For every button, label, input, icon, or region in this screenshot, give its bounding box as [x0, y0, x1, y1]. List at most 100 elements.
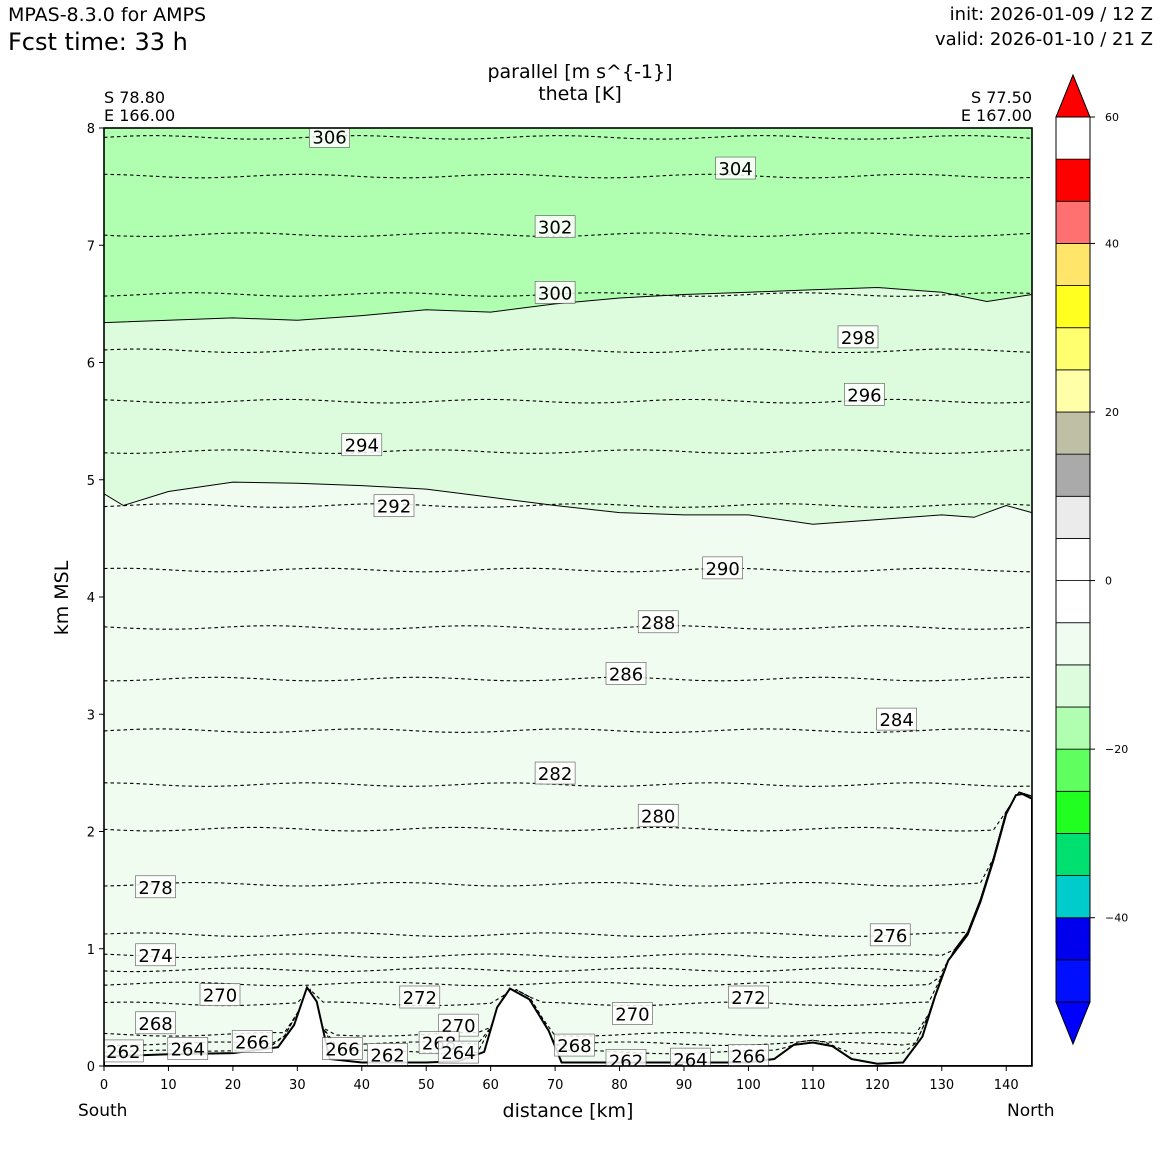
right-latitude: S 77.50 — [970, 88, 1032, 107]
colorbar-band-25 — [1055, 327, 1091, 371]
x-tick-label-140: 140 — [994, 1078, 1019, 1093]
colorbar-band-45 — [1055, 158, 1091, 202]
colorbar-band--20 — [1055, 706, 1091, 750]
colorbar-tick-label-2: 0 — [1105, 575, 1112, 588]
theta-contour-272 — [104, 791, 1032, 973]
contour-label-294-6: 294 — [345, 436, 379, 457]
contour-label-box-13 — [637, 803, 679, 827]
colorbar-band--25 — [1055, 748, 1091, 792]
contour-label-box-8 — [702, 556, 743, 580]
colorbar-band--15 — [1055, 664, 1091, 708]
contour-label-box-18 — [728, 985, 769, 1009]
theta-contour-282 — [104, 782, 1032, 787]
colorbar-over-arrow — [1055, 73, 1091, 118]
colorbar-band-20 — [1055, 369, 1091, 413]
theta-contour-286 — [104, 676, 1032, 682]
theta-contour-298 — [104, 348, 1032, 354]
contour-label-290-8: 290 — [705, 559, 739, 580]
x-tick-label-110: 110 — [800, 1078, 825, 1093]
contour-label-298-4: 298 — [841, 328, 875, 349]
x-tick-label-70: 70 — [547, 1078, 564, 1093]
shading-contour-0 — [104, 286, 1032, 324]
theta-contour-266 — [104, 791, 1032, 1037]
contour-label-box-29 — [438, 1040, 479, 1064]
colorbar-band-35 — [1055, 243, 1091, 286]
left-endpoint-coords: S 78.80 E 166.00 — [104, 89, 175, 125]
colorbar-band-30 — [1055, 285, 1091, 329]
contour-label-box-14 — [135, 875, 176, 899]
contour-label-266-25: 266 — [235, 1033, 269, 1054]
theta-contour-270 — [104, 791, 1032, 987]
theta-contour-304 — [104, 173, 1032, 179]
contour-label-302-2: 302 — [538, 218, 572, 239]
contour-label-box-19 — [199, 983, 241, 1006]
contour-label-270-19: 270 — [203, 986, 237, 1007]
contour-label-262-32: 262 — [370, 1045, 404, 1066]
y-tick-label-0: 0 — [87, 1060, 95, 1075]
contour-label-box-6 — [341, 433, 383, 457]
contour-label-304-1: 304 — [718, 159, 752, 180]
contour-label-box-12 — [534, 761, 576, 785]
theta-contour-280 — [104, 791, 1032, 832]
x-tick-label-100: 100 — [736, 1078, 761, 1093]
colorbar-band--10 — [1055, 622, 1091, 666]
right-longitude: E 167.00 — [960, 106, 1032, 125]
colorbar-under-arrow — [1055, 1001, 1091, 1046]
x-tick-label-40: 40 — [354, 1078, 371, 1093]
colorbar-band--30 — [1055, 790, 1091, 834]
colorbar-band--40 — [1055, 875, 1091, 919]
contour-label-282-12: 282 — [538, 764, 572, 785]
south-label: South — [78, 1101, 128, 1121]
forecast-time: Fcst time: 33 h — [8, 28, 188, 56]
left-latitude: S 78.80 — [104, 88, 166, 107]
colorbar-band--5 — [1055, 580, 1091, 624]
x-tick-label-30: 30 — [289, 1078, 306, 1093]
right-endpoint-coords: S 77.50 E 167.00 — [961, 89, 1032, 125]
contour-label-306-0: 306 — [312, 127, 346, 148]
y-tick-label-7: 7 — [87, 239, 95, 254]
colorbar-tick-label-0: −40 — [1105, 912, 1128, 925]
theta-contour-264 — [104, 791, 1032, 1047]
contour-label-264-28: 264 — [171, 1040, 205, 1061]
contour-label-264-29: 264 — [441, 1043, 475, 1064]
contour-label-box-27 — [728, 1044, 769, 1066]
colorbar: −40 −20 0 20 40 60 — [1055, 73, 1128, 1046]
contour-label-296-5: 296 — [847, 385, 881, 406]
theta-contour-288 — [104, 625, 1032, 630]
contour-label-300-3: 300 — [538, 283, 572, 304]
colorbar-band-0 — [1055, 538, 1091, 581]
chart-subtitle: theta [K] — [538, 83, 622, 105]
y-tick-label-8: 8 — [87, 122, 95, 137]
contour-label-box-9 — [637, 610, 679, 634]
contour-label-box-3 — [534, 281, 576, 304]
y-tick-label-6: 6 — [87, 357, 95, 372]
contour-label-box-26 — [322, 1037, 363, 1060]
contour-label-box-0 — [309, 128, 350, 148]
contour-label-288-9: 288 — [641, 613, 675, 634]
contour-label-box-30 — [670, 1047, 711, 1066]
contour-label-box-5 — [844, 383, 885, 406]
x-tick-label-80: 80 — [611, 1078, 628, 1093]
colorbar-tick-label-1: −20 — [1105, 743, 1128, 756]
y-tick-label-4: 4 — [87, 591, 95, 606]
colorbar-band-15 — [1055, 411, 1091, 455]
contour-label-box-11 — [876, 707, 917, 731]
contour-label-box-4 — [837, 325, 879, 349]
contour-label-276-15: 276 — [873, 926, 907, 947]
y-tick-label-3: 3 — [87, 708, 95, 723]
contour-label-box-33 — [605, 1049, 647, 1066]
colorbar-band--35 — [1055, 833, 1091, 876]
y-tick-label-1: 1 — [87, 943, 95, 958]
contour-label-box-10 — [605, 662, 647, 685]
contour-label-274-16: 274 — [138, 946, 172, 967]
colorbar-band-10 — [1055, 453, 1091, 497]
contour-label-box-28 — [167, 1037, 209, 1060]
contour-label-268-24: 268 — [557, 1036, 591, 1057]
left-longitude: E 166.00 — [104, 106, 176, 125]
contour-label-box-1 — [715, 156, 756, 180]
contour-label-box-24 — [554, 1033, 595, 1057]
x-axis-label: distance [km] — [502, 1100, 634, 1122]
contour-label-286-10: 286 — [609, 664, 643, 685]
north-label: North — [1007, 1101, 1055, 1121]
